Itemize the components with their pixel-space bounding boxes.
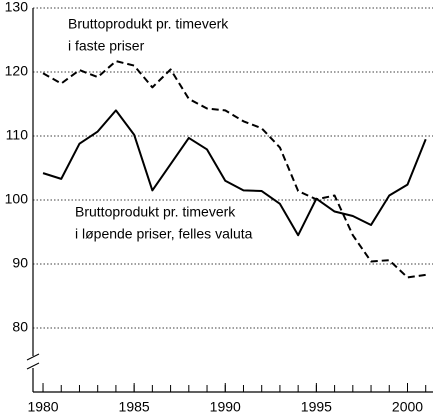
- y-tick-label: 120: [5, 63, 29, 79]
- x-tick-label: 1995: [301, 399, 332, 415]
- series-line: [42, 60, 426, 279]
- axis-break: [26, 362, 40, 370]
- y-tick-label: 110: [6, 127, 29, 143]
- x-tick-label: 1990: [210, 399, 241, 415]
- y-tick-label: 90: [12, 255, 28, 271]
- series-line: [42, 109, 427, 237]
- x-tick-label: 1980: [27, 399, 58, 415]
- y-tick-label: 80: [12, 319, 28, 335]
- annotation: Bruttoprodukt pr. timeverk: [68, 16, 229, 32]
- y-tick-label: 130: [5, 0, 29, 15]
- annotation: Bruttoprodukt pr. timeverk: [75, 204, 236, 220]
- y-tick-label: 100: [5, 191, 29, 207]
- annotation: i faste priser: [68, 38, 145, 54]
- annotation: i løpende priser, felles valuta: [75, 226, 253, 242]
- axis-break: [26, 353, 40, 361]
- x-tick-label: 1985: [119, 399, 150, 415]
- x-tick-label: 2000: [392, 399, 423, 415]
